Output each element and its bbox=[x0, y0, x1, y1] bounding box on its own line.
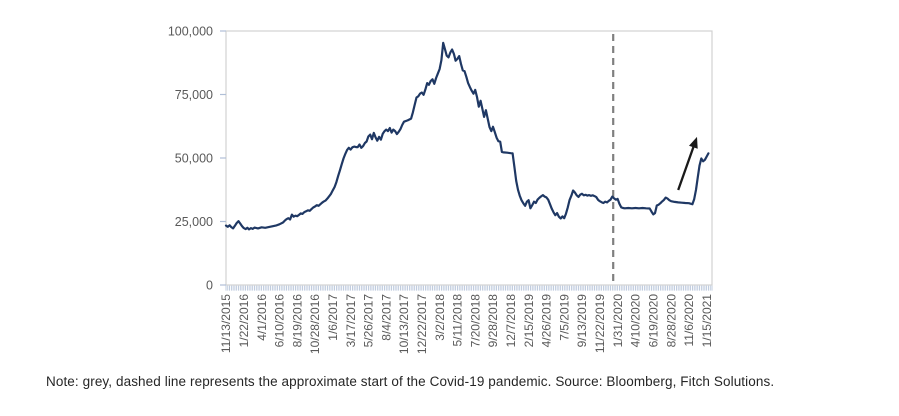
x-axis-label: 11/6/2020 bbox=[682, 294, 696, 347]
x-axis-label: 4/10/2020 bbox=[629, 294, 643, 348]
data-line bbox=[224, 41, 710, 231]
x-axis-label: 8/4/2017 bbox=[379, 294, 393, 341]
x-axis-label: 7/20/2018 bbox=[468, 294, 482, 348]
y-axis-label: 0 bbox=[206, 278, 213, 292]
x-axis-label: 9/13/2019 bbox=[575, 294, 589, 348]
trend-arrow-shaft bbox=[677, 145, 696, 191]
x-axis-label: 7/5/2019 bbox=[557, 294, 571, 341]
x-axis-label: 5/26/2017 bbox=[362, 294, 376, 348]
line-chart: 0 25,000 50,000 75,000 100,000 11/13/2015 1/22… bbox=[168, 24, 714, 354]
x-axis-label: 1/6/2017 bbox=[326, 294, 340, 341]
chart-note: Note: grey, dashed line represents the a… bbox=[46, 374, 775, 389]
x-axis-label: 1/22/2016 bbox=[237, 294, 251, 348]
x-axis-label: 1/15/2021 bbox=[700, 294, 714, 348]
x-axis-label: 6/10/2016 bbox=[273, 294, 287, 348]
y-axis-label: 100,000 bbox=[168, 24, 213, 38]
x-axis-label: 10/28/2016 bbox=[308, 294, 322, 354]
trend-arrow-head bbox=[689, 136, 698, 149]
x-axis-label: 2/15/2019 bbox=[522, 294, 536, 348]
y-axis-label: 50,000 bbox=[175, 151, 213, 165]
x-axis-label: 10/13/2017 bbox=[397, 294, 411, 354]
x-axis-label: 3/2/2018 bbox=[433, 294, 447, 341]
x-axis-label: 11/22/2019 bbox=[593, 294, 607, 353]
x-axis-label: 9/28/2018 bbox=[486, 294, 500, 348]
x-axis-label: 12/7/2018 bbox=[504, 294, 518, 348]
plot-border bbox=[225, 30, 713, 286]
x-axis-label: 11/13/2015 bbox=[219, 294, 233, 353]
x-axis-label: 6/19/2020 bbox=[647, 294, 661, 348]
x-axis-label: 8/28/2020 bbox=[664, 294, 678, 348]
y-axis-label: 25,000 bbox=[175, 215, 213, 229]
x-axis-label: 3/17/2017 bbox=[344, 294, 358, 348]
x-axis-label: 4/1/2016 bbox=[255, 294, 269, 341]
x-axis-label: 1/31/2020 bbox=[611, 294, 625, 348]
x-axis-label: 4/26/2019 bbox=[540, 294, 554, 348]
x-axis-label: 8/19/2016 bbox=[290, 294, 304, 348]
x-axis-label: 5/11/2018 bbox=[451, 294, 465, 347]
y-axis-label: 75,000 bbox=[175, 88, 213, 102]
x-axis-label: 12/22/2017 bbox=[415, 294, 429, 354]
